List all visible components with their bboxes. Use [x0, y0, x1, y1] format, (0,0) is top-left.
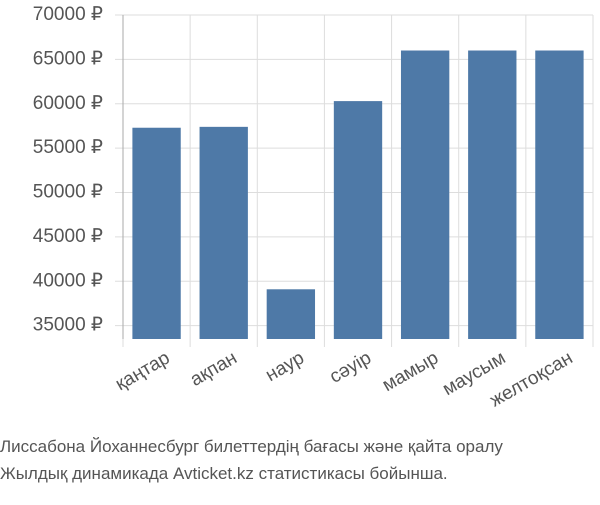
x-tick-label: сәуір [326, 347, 375, 387]
y-tick-label: 35000 ₽ [33, 315, 103, 336]
y-tick-label: 60000 ₽ [33, 93, 103, 114]
bar [333, 101, 383, 339]
bar [468, 50, 517, 340]
caption-line: Лиссабона Йоханнесбург билеттердің бағас… [0, 437, 503, 456]
bar [266, 289, 316, 339]
x-tick-label: наур [262, 347, 308, 386]
caption-line: Жылдық динамикада Avticket.kz статистика… [0, 464, 448, 483]
bar [199, 126, 248, 339]
bar [400, 50, 450, 340]
y-tick-label: 70000 ₽ [33, 4, 103, 25]
y-tick-label: 55000 ₽ [33, 137, 103, 158]
x-tick-label: қаңтар [112, 347, 174, 395]
bar [132, 127, 181, 339]
x-tick-label: ақпан [187, 347, 241, 390]
bar [535, 50, 584, 340]
y-tick-label: 40000 ₽ [33, 270, 103, 291]
y-tick-label: 45000 ₽ [33, 226, 103, 247]
y-tick-label: 50000 ₽ [33, 182, 103, 203]
x-tick-label: мамыр [379, 347, 442, 396]
y-tick-label: 65000 ₽ [33, 48, 103, 69]
